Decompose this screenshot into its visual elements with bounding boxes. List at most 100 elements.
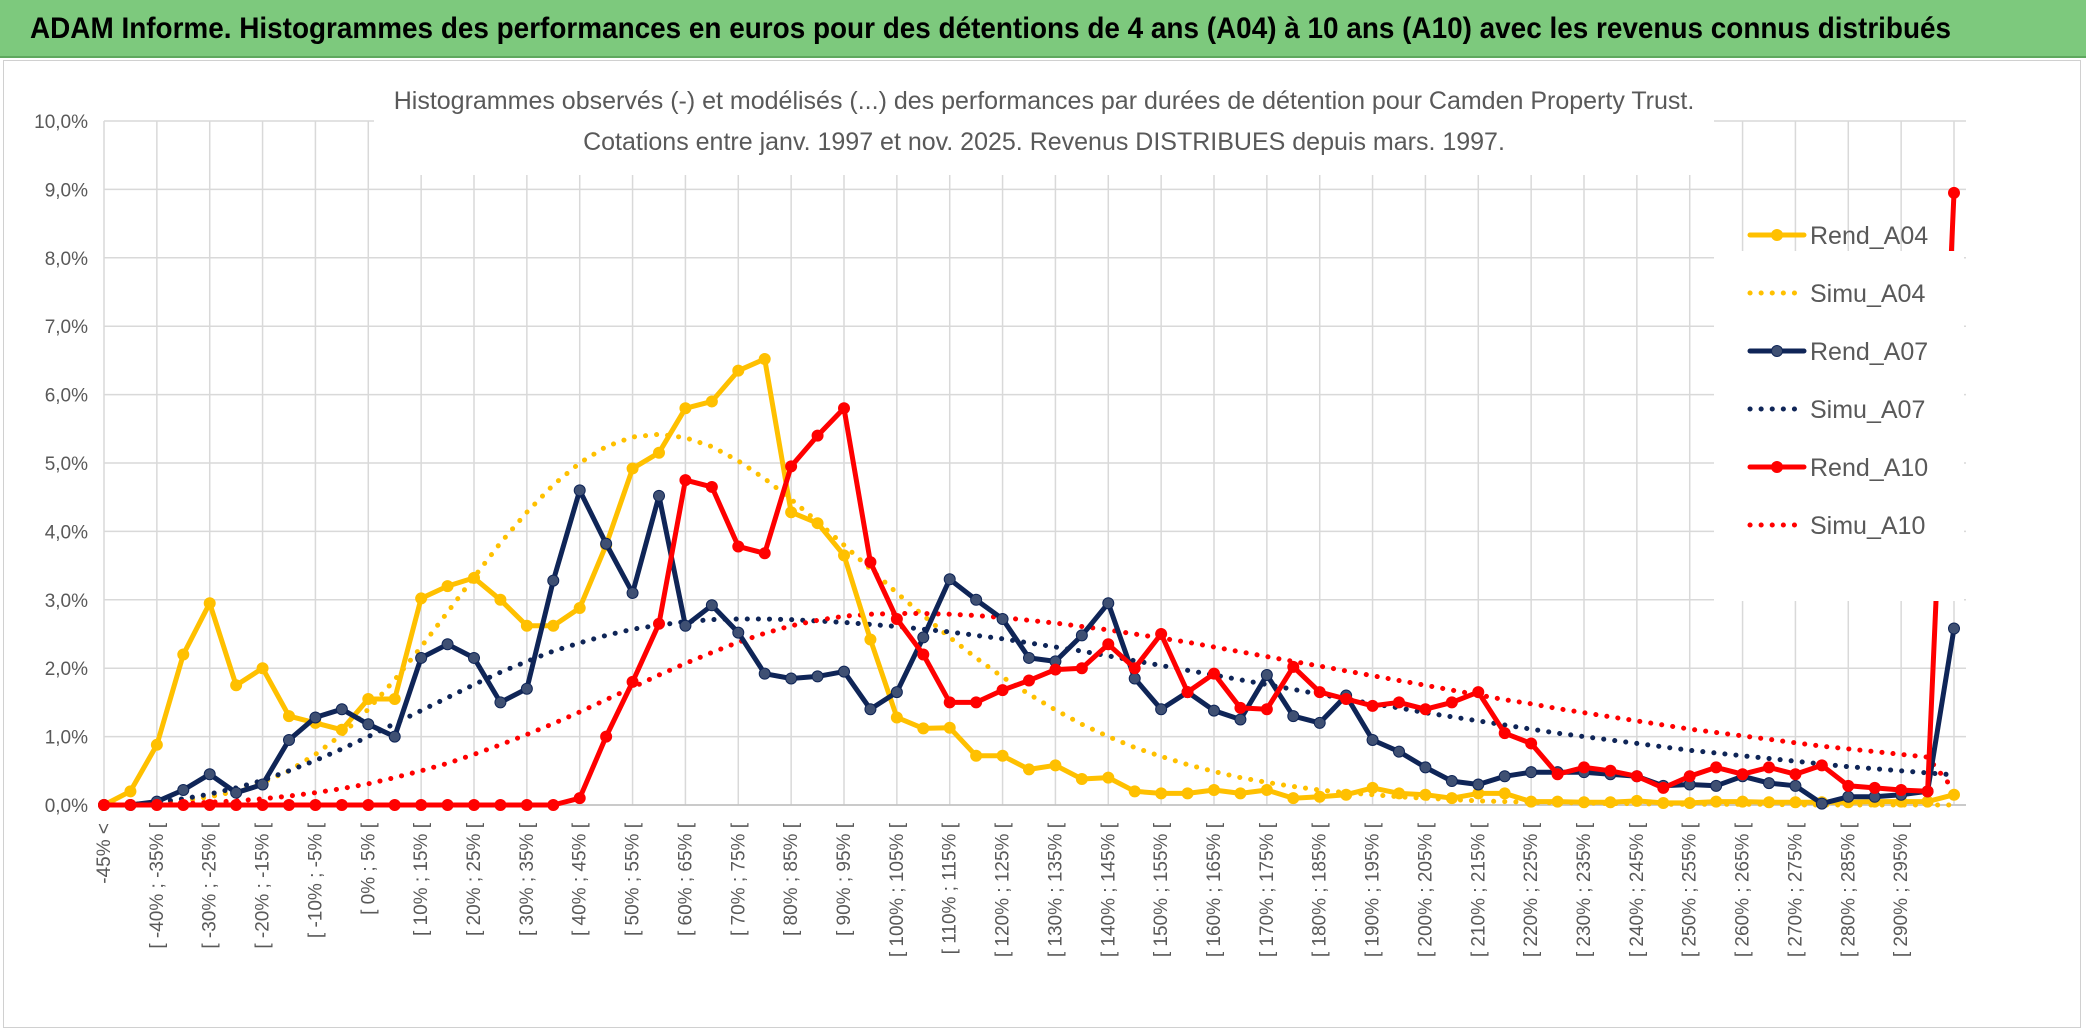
- data-point: [1234, 701, 1247, 714]
- x-tick-label: [ -30% ; -25% [: [200, 822, 221, 948]
- data-point: [1128, 662, 1141, 675]
- data-point: [1393, 745, 1405, 758]
- data-point: [520, 682, 533, 695]
- x-tick-label: [ 170% ; 175% [: [1257, 822, 1278, 957]
- data-point: [150, 799, 163, 811]
- y-tick-label: 2,0%: [45, 659, 88, 680]
- data-point: [1948, 186, 1960, 199]
- data-point: [1260, 703, 1273, 716]
- x-tick-label: [ 190% ; 195% [: [1363, 822, 1384, 957]
- data-point: [1128, 672, 1141, 685]
- legend-background: [1714, 251, 1964, 601]
- x-tick-label: [ 50% ; 55% [: [623, 822, 644, 936]
- y-tick-label: 6,0%: [45, 386, 88, 407]
- y-tick-label: 0,0%: [45, 796, 88, 817]
- data-point: [520, 619, 533, 632]
- x-tick-label: [ 0% ; 5% [: [358, 822, 379, 915]
- data-point: [547, 574, 560, 587]
- data-point: [890, 711, 903, 724]
- data-point: [1736, 795, 1749, 808]
- data-point: [732, 364, 745, 377]
- data-point: [520, 799, 533, 811]
- data-point: [468, 799, 480, 811]
- data-point: [1023, 763, 1035, 776]
- data-point: [1155, 628, 1168, 640]
- data-point: [1472, 686, 1485, 699]
- x-tick-label: [ 250% ; 255% [: [1680, 822, 1701, 957]
- data-point: [573, 484, 586, 497]
- data-point: [970, 593, 983, 606]
- x-tick-label: -45% <: [94, 823, 115, 884]
- data-point: [1445, 775, 1458, 788]
- x-tick-label: [ 260% ; 265% [: [1733, 822, 1754, 957]
- legend-marker: [1771, 229, 1783, 241]
- data-point: [1208, 704, 1220, 717]
- data-point: [1604, 796, 1617, 809]
- chart-subtitle: Cotations entre janv. 1997 et nov. 2025.…: [583, 128, 1505, 156]
- data-point: [1181, 787, 1194, 800]
- data-point: [1578, 761, 1590, 774]
- legend-label: Simu_A07: [1810, 396, 1925, 424]
- data-point: [917, 722, 930, 735]
- data-point: [996, 612, 1009, 625]
- x-tick-label: [ -10% ; -5% [: [305, 822, 326, 938]
- data-point: [1419, 761, 1432, 774]
- data-point: [626, 586, 639, 599]
- legend-marker: [1771, 345, 1783, 357]
- series-simu-a07: [101, 616, 1957, 808]
- data-point: [732, 540, 745, 553]
- data-point: [943, 696, 956, 709]
- data-point: [1710, 779, 1723, 792]
- data-point: [1842, 779, 1855, 792]
- data-point: [124, 799, 137, 811]
- data-point: [758, 353, 771, 366]
- data-point: [838, 665, 850, 678]
- data-point: [1155, 703, 1168, 716]
- data-point: [335, 723, 348, 736]
- data-point: [1181, 686, 1194, 699]
- legend-item: Simu_A10: [1747, 512, 1925, 540]
- data-point: [1815, 759, 1828, 772]
- data-point: [1208, 667, 1220, 680]
- y-tick-label: 1,0%: [45, 728, 88, 749]
- data-point: [203, 799, 216, 811]
- y-tick-label: 9,0%: [45, 180, 88, 201]
- data-point: [1445, 696, 1458, 709]
- series-rend-a04: [98, 353, 1960, 811]
- x-tick-label: [ 10% ; 15% [: [411, 822, 432, 936]
- y-tick-label: 5,0%: [45, 454, 88, 475]
- data-point: [230, 786, 243, 799]
- data-point: [494, 696, 507, 709]
- data-point: [1498, 727, 1511, 740]
- series-line: [101, 616, 1957, 808]
- data-point: [1208, 783, 1220, 796]
- data-point: [838, 402, 850, 415]
- y-tick-label: 3,0%: [45, 591, 88, 612]
- data-point: [1789, 796, 1802, 809]
- data-point: [1789, 768, 1802, 781]
- chart-title-block: Histogrammes observés (-) et modélisés (…: [374, 75, 1714, 175]
- data-point: [283, 799, 295, 811]
- data-point: [1366, 699, 1379, 712]
- data-point: [441, 580, 454, 593]
- data-point: [1287, 792, 1300, 805]
- data-point: [1657, 796, 1670, 809]
- data-point: [388, 730, 401, 743]
- data-point: [335, 799, 348, 811]
- data-point: [362, 718, 375, 731]
- data-point: [1340, 788, 1353, 801]
- data-point: [1921, 795, 1934, 808]
- data-point: [890, 686, 903, 699]
- data-point: [1234, 713, 1247, 726]
- data-point: [1789, 779, 1802, 792]
- data-point: [785, 506, 798, 519]
- data-point: [943, 573, 956, 586]
- data-point: [1393, 787, 1405, 800]
- x-tick-label: [ 100% ; 105% [: [887, 822, 908, 957]
- data-point: [388, 799, 401, 811]
- data-point: [1498, 770, 1511, 783]
- data-point: [415, 799, 428, 811]
- x-tick-label: [ 90% ; 95% [: [834, 822, 855, 936]
- data-point: [890, 612, 903, 625]
- x-tick-label: [ 290% ; 295% [: [1891, 822, 1912, 957]
